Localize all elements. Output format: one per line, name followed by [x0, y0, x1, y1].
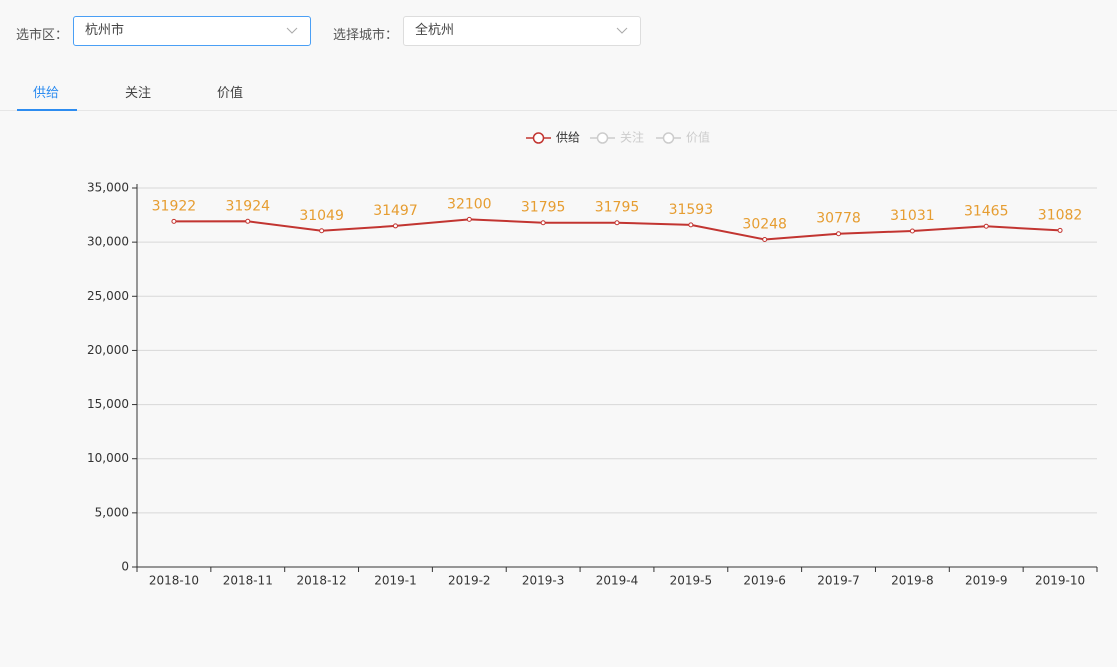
- select-value: 全杭州: [415, 23, 455, 38]
- value-label: 31031: [890, 208, 935, 224]
- point: [1057, 227, 1063, 233]
- y-tick-label: 0: [121, 560, 129, 574]
- value-label: 31795: [595, 200, 640, 216]
- value-label: 31497: [373, 203, 418, 219]
- district-select[interactable]: 杭州市: [73, 16, 311, 46]
- filter-label: 选市区：: [16, 28, 69, 43]
- value-label: 31795: [521, 200, 566, 216]
- y-tick-label: 20,000: [87, 343, 129, 357]
- tab[interactable]: 关注: [125, 86, 152, 101]
- tab[interactable]: 价值: [217, 86, 244, 101]
- x-tick-label: 2018-10: [149, 574, 199, 588]
- tab-indicator: [17, 109, 77, 111]
- value-label: 31924: [225, 198, 270, 214]
- tab[interactable]: 供给: [33, 86, 60, 101]
- legend-label[interactable]: 关注: [620, 130, 644, 145]
- select-value: 杭州市: [85, 23, 125, 38]
- value-label: 32100: [447, 196, 492, 212]
- legend-marker[interactable]: [662, 132, 675, 144]
- point: [983, 223, 989, 229]
- value-label: 31049: [299, 208, 344, 224]
- y-tick-label: 15,000: [87, 397, 129, 411]
- value-label: 31465: [964, 203, 1009, 219]
- point: [688, 222, 694, 228]
- legend-marker[interactable]: [596, 132, 609, 144]
- legend-marker[interactable]: [532, 132, 545, 144]
- filter-label: 选择城市：: [333, 28, 399, 43]
- value-label: 31082: [1038, 207, 1083, 223]
- point: [909, 228, 915, 234]
- y-tick-label: 5,000: [95, 505, 129, 519]
- city-select[interactable]: 全杭州: [403, 16, 641, 46]
- x-tick-label: 2019-5: [670, 574, 713, 588]
- point: [319, 228, 325, 234]
- value-label: 30778: [816, 211, 861, 227]
- x-tick-label: 2019-8: [891, 574, 934, 588]
- value-label: 31922: [152, 198, 197, 214]
- legend-label[interactable]: 价值: [686, 130, 710, 145]
- x-tick-label: 2019-10: [1035, 574, 1085, 588]
- point: [245, 218, 251, 224]
- chevron: [286, 27, 298, 34]
- point: [614, 220, 620, 226]
- x-tick-label: 2019-9: [965, 574, 1008, 588]
- value-label: 31593: [669, 202, 714, 218]
- y-tick-label: 10,000: [87, 451, 129, 465]
- x-tick-label: 2018-11: [223, 574, 273, 588]
- x-tick-label: 2019-4: [596, 574, 639, 588]
- x-tick-label: 2018-12: [297, 574, 347, 588]
- point: [171, 218, 177, 224]
- chevron: [616, 27, 628, 34]
- x-tick-label: 2019-3: [522, 574, 565, 588]
- point: [762, 236, 768, 242]
- legend-label[interactable]: 供给: [556, 131, 580, 145]
- value-label: 30248: [742, 216, 787, 232]
- point: [466, 216, 472, 222]
- y-tick-label: 35,000: [87, 181, 129, 195]
- point: [392, 223, 398, 229]
- y-tick-label: 25,000: [87, 289, 129, 303]
- x-tick-label: 2019-2: [448, 574, 491, 588]
- point: [540, 220, 546, 226]
- tab-divider: [0, 110, 1117, 111]
- point: [836, 231, 842, 237]
- y-tick-label: 30,000: [87, 235, 129, 249]
- x-tick-label: 2019-1: [374, 574, 417, 588]
- x-tick-label: 2019-7: [817, 574, 860, 588]
- x-tick-label: 2019-6: [743, 574, 786, 588]
